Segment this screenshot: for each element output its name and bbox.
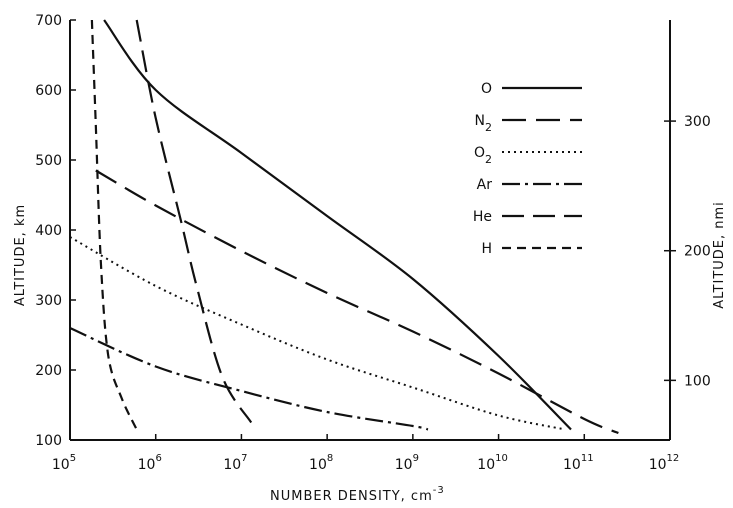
y2-tick-label: 100 (684, 373, 711, 389)
y2-tick-label: 200 (684, 244, 711, 260)
x-tick-label: 109 (395, 453, 419, 473)
x-tick-label: 1011 (563, 453, 594, 473)
series-line-o2 (69, 236, 566, 431)
plot-frame (69, 20, 671, 441)
x-tick-label: 108 (309, 453, 333, 473)
x-tick-label: 107 (223, 453, 247, 473)
series-line-h (90, 19, 138, 430)
y2-tick-label: 300 (684, 114, 711, 130)
y-tick-label: 600 (35, 83, 62, 99)
legend-label-h: H (481, 241, 492, 257)
x-axis-ticks: 105 106 107 108 109 1010 1011 1012 (52, 434, 679, 473)
x-tick-label: 1012 (649, 453, 680, 473)
y-tick-label: 200 (35, 363, 62, 379)
series-line-he (135, 19, 253, 424)
legend-label-he: He (473, 209, 492, 225)
x-tick-label: 1010 (477, 453, 508, 473)
x-tick-label: 105 (52, 453, 76, 473)
x-tick-label: 106 (138, 453, 162, 473)
x-axis-title: NUMBER DENSITY, cm-3 (270, 485, 445, 504)
legend-label-ar: Ar (477, 177, 493, 193)
series-line-ar (69, 326, 429, 431)
series-layer (69, 19, 619, 435)
legend-label-o2: O2 (474, 145, 492, 166)
y2-axis-title: ALTITUDE, nmi (712, 201, 727, 309)
y-tick-label: 300 (35, 293, 62, 309)
y2-axis-ticks: 100 200 300 (664, 114, 711, 389)
y-axis-ticks: 100 200 300 400 500 600 700 (35, 13, 76, 449)
y-tick-label: 700 (35, 13, 62, 29)
y-tick-label: 400 (35, 223, 62, 239)
legend: O N2 O2 Ar He H (473, 81, 582, 257)
y-tick-label: 500 (35, 153, 62, 169)
y-tick-label: 100 (35, 433, 62, 449)
series-line-n2 (95, 169, 619, 435)
legend-label-n2: N2 (475, 113, 492, 134)
legend-label-o: O (481, 81, 492, 97)
y-axis-title: ALTITUDE, km (13, 204, 28, 306)
series-line-o (103, 19, 572, 431)
